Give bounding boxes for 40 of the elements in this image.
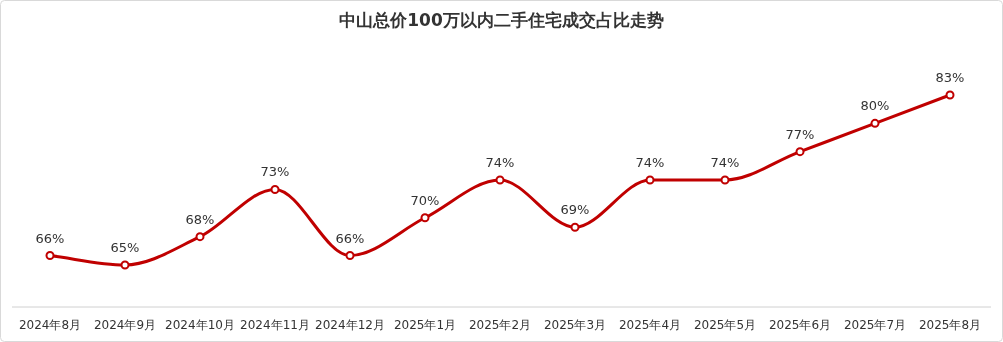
point: [645, 175, 655, 185]
data-label: 66%: [35, 230, 65, 246]
data-label: 70%: [410, 192, 440, 208]
data-label: 73%: [260, 164, 290, 180]
x-tick-label: 2024年8月: [18, 318, 82, 332]
x-tick-label: 2025年4月: [618, 318, 682, 332]
data-label: 74%: [485, 155, 515, 170]
x-tick-label: 2025年5月: [693, 318, 757, 332]
data-label: 68%: [185, 211, 215, 227]
chart-title: 中山总价100万以内二手住宅成交占比走势: [339, 10, 664, 30]
data-label: 74%: [710, 155, 740, 170]
point: [45, 251, 55, 261]
point: [945, 90, 955, 100]
point: [195, 232, 205, 242]
x-tick-label: 2024年10月: [165, 318, 235, 332]
x-tick-label: 2025年1月: [393, 318, 457, 332]
point: [270, 184, 280, 194]
x-tick-label: 2024年12月: [315, 318, 385, 332]
point: [495, 175, 505, 185]
data-label: 66%: [335, 230, 365, 246]
x-tick-label: 2025年7月: [843, 318, 907, 332]
data-label: 65%: [110, 240, 140, 255]
point: [870, 118, 880, 128]
point: [795, 147, 805, 157]
point: [120, 260, 130, 270]
data-label: 74%: [635, 155, 665, 170]
x-tick-label: 2025年2月: [468, 318, 532, 332]
point: [420, 213, 430, 223]
x-tick-label: 2024年9月: [93, 318, 157, 332]
data-label: 80%: [860, 98, 890, 114]
x-tick-label: 2025年8月: [918, 318, 982, 332]
data-label: 69%: [560, 202, 590, 218]
point: [345, 251, 355, 261]
x-tick-label: 2025年3月: [543, 318, 607, 332]
data-label: 77%: [785, 126, 815, 142]
x-tick-label: 2024年11月: [240, 318, 310, 332]
data-label: 83%: [935, 70, 965, 85]
point: [720, 175, 730, 185]
x-tick-label: 2025年6月: [768, 318, 832, 332]
point: [570, 222, 580, 232]
